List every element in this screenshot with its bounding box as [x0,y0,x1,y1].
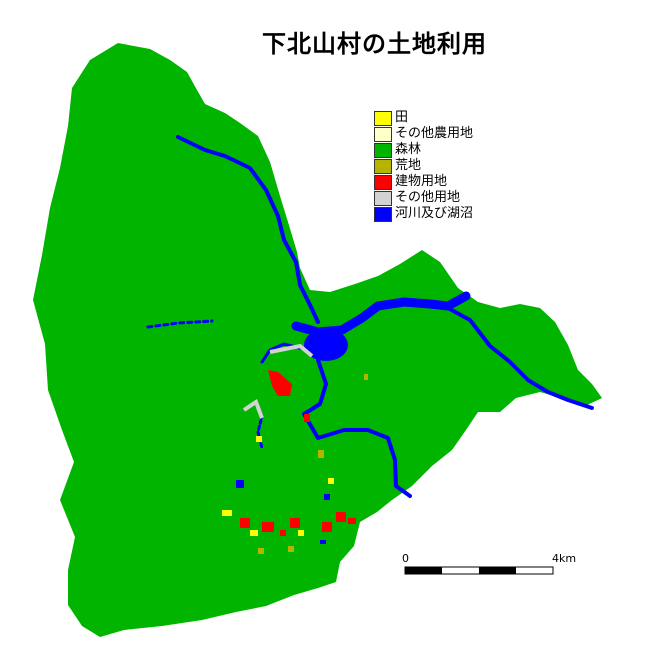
map-title: 下北山村の土地利用 [262,30,487,58]
settlement-patches [222,343,368,554]
scale-start-label: 0 [402,552,409,565]
legend-swatch [374,110,392,126]
legend-item: 荒地 [374,158,473,174]
river-south [302,358,412,498]
legend-item: 森林 [374,142,473,158]
legend-label: 河川及び湖沼 [395,206,474,221]
legend: 田その他農用地 森林 荒地 建物用地 その他用地 河川及び湖沼 [374,110,473,222]
legend-swatch [374,190,392,206]
legend-item: その他用地 [374,190,473,206]
legend-swatch [374,174,392,190]
legend-item: 河川及び湖沼 [374,206,473,222]
legend-item: 建物用地 [374,174,473,190]
legend-label: 建物用地 [395,174,448,189]
lake [304,329,348,361]
legend-item: 田 [374,110,473,126]
legend-swatch [374,142,392,158]
legend-swatch [374,158,392,174]
legend-swatch [374,126,392,142]
scale-bar [404,566,554,575]
legend-swatch [374,206,392,222]
river-north [176,135,320,324]
river-west [146,319,214,329]
river-east [446,306,594,410]
scale-end-label: 4km [552,552,577,565]
legend-label: 森林 [395,142,422,157]
legend-item: その他農用地 [374,126,473,142]
legend-label: 荒地 [395,158,422,173]
legend-label: その他農用地 [395,126,474,141]
legend-label: 田 [395,110,409,125]
legend-label: その他用地 [395,190,461,205]
